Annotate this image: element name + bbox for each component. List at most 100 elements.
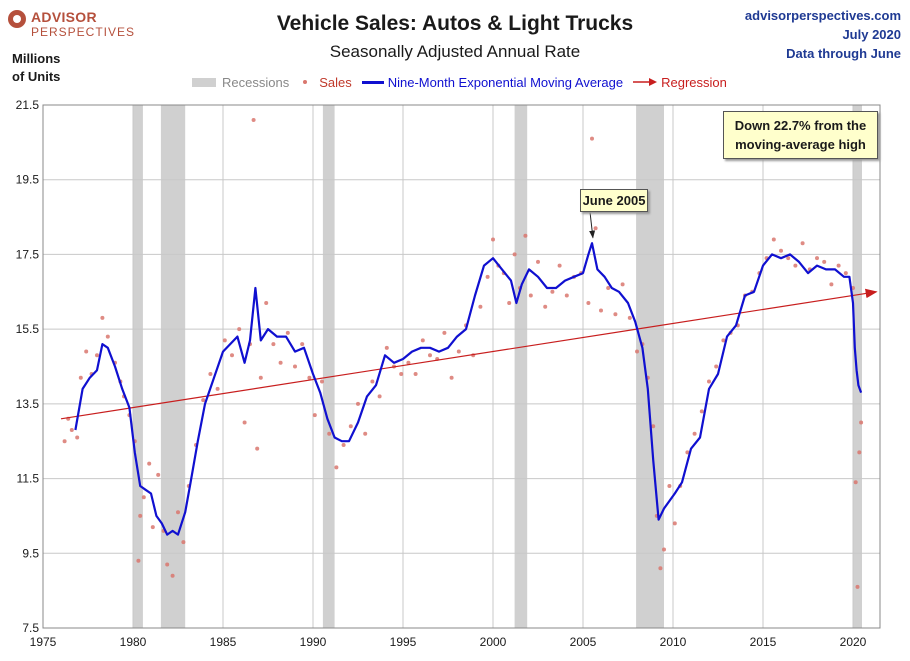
chart-title: Vehicle Sales: Autos & Light Trucks [276, 12, 634, 35]
sales-point [771, 237, 776, 242]
sales-point [857, 450, 862, 455]
chart-legend: Recessions Sales Nine-Month Exponential … [192, 73, 737, 91]
x-tick-label: 2020 [840, 635, 867, 649]
sales-point [370, 379, 375, 384]
sales-point [859, 420, 864, 425]
source-site: advisorperspectives.com [744, 8, 901, 23]
sales-point [667, 484, 672, 489]
sales-point [334, 465, 339, 470]
sales-point [377, 394, 382, 399]
sales-point [300, 342, 305, 347]
sales-point [258, 375, 263, 380]
logo-line2: PERSPECTIVES [31, 25, 136, 39]
sales-point [138, 513, 143, 518]
x-tick-label: 1980 [120, 635, 147, 649]
sales-point [836, 263, 841, 268]
x-tick-label: 1990 [300, 635, 327, 649]
sales-point [165, 562, 170, 567]
legend-item-regression: Regression [633, 75, 727, 90]
sales-point [536, 259, 540, 264]
sales-point [285, 330, 290, 335]
sales-point [564, 293, 569, 298]
sales-point [341, 442, 346, 447]
recession-band [322, 105, 335, 628]
sales-point [208, 371, 213, 376]
sales-point [147, 461, 152, 466]
sales-point [613, 312, 618, 317]
sales-point [399, 371, 404, 376]
sales-point [75, 435, 80, 440]
sales-point [853, 480, 858, 485]
sales-point [478, 304, 483, 309]
sales-point [491, 237, 495, 242]
sales-point [528, 293, 533, 298]
sales-point [327, 431, 332, 436]
sales-point [230, 353, 234, 358]
y-axis-label: Millions of Units [12, 50, 60, 86]
y-axis-label-line1: Millions [12, 51, 61, 66]
legend-label-ema: Nine-Month Exponential Moving Average [387, 74, 624, 90]
sales-point [156, 472, 161, 477]
sales-point [264, 300, 269, 305]
sales-point [384, 345, 389, 350]
recession-band [160, 105, 186, 628]
sales-point [406, 360, 411, 365]
sales-point [141, 495, 146, 500]
sales-point [651, 424, 656, 429]
sales-point [557, 263, 562, 268]
legend-label-regression: Regression [661, 74, 727, 90]
sales-point [312, 413, 317, 418]
x-tick-label: 1995 [390, 635, 417, 649]
sales-point [242, 420, 247, 425]
sales-point [237, 327, 242, 332]
sales-point [413, 371, 418, 376]
y-tick-label: 9.5 [22, 546, 39, 560]
sales-point [150, 525, 155, 530]
sales-point [685, 450, 690, 455]
recession-band [514, 105, 528, 628]
sales-point [822, 259, 827, 264]
sales-point [550, 289, 555, 294]
june-2005-pointer [589, 211, 596, 239]
y-tick-label: 13.5 [16, 397, 40, 411]
sales-point [507, 300, 512, 305]
y-tick-label: 15.5 [16, 322, 40, 336]
sales-point [485, 274, 490, 279]
recession-band [133, 105, 143, 628]
sales-point [543, 304, 548, 309]
sales-point [672, 521, 677, 526]
recession-band [636, 105, 664, 628]
legend-label-sales: Sales [319, 74, 352, 90]
plot-border [42, 104, 881, 629]
legend-item-recessions: Recessions [192, 75, 289, 90]
y-tick-label: 19.5 [16, 173, 40, 187]
source-through: Data through June [786, 46, 901, 61]
annotation-june-2005: June 2005 [580, 189, 648, 212]
sales-point [635, 349, 639, 354]
recession-band [853, 105, 862, 628]
sales-point [271, 342, 276, 347]
sales-point [855, 584, 860, 589]
sales-point [662, 547, 666, 552]
sales-point [815, 256, 819, 261]
sales-point [449, 375, 454, 380]
sales-point [222, 338, 227, 343]
sales-point [523, 233, 528, 238]
sales-point [590, 136, 594, 141]
sales-point [800, 241, 805, 246]
y-tick-label: 17.5 [16, 247, 40, 261]
legend-item-ema: Nine-Month Exponential Moving Average [361, 74, 624, 90]
y-tick-label: 7.5 [22, 621, 39, 635]
legend-item-sales: Sales [299, 75, 352, 90]
regression-arrow-swatch [633, 78, 658, 86]
sales-point [251, 117, 256, 122]
sales-point [599, 308, 603, 313]
x-tick-label: 1985 [210, 635, 237, 649]
sales-point [181, 540, 186, 545]
sales-point [105, 334, 110, 339]
sales-point [512, 252, 517, 257]
x-tick-label: 2010 [660, 635, 687, 649]
sales-point [170, 573, 175, 578]
sales-point [586, 300, 591, 305]
sales-point [779, 248, 783, 253]
